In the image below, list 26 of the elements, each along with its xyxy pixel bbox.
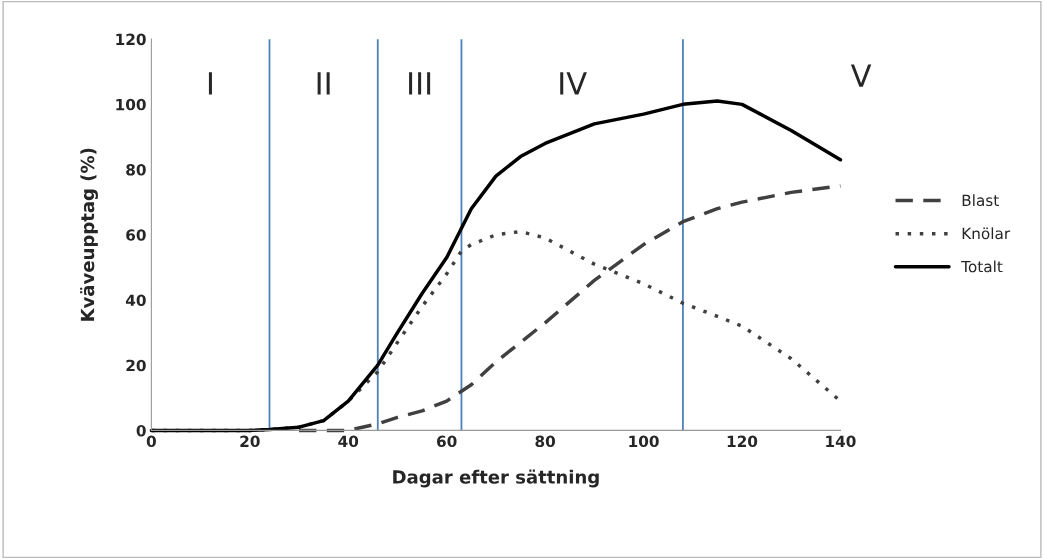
legend-label: Blast <box>962 194 999 207</box>
legend-label: Knölar <box>962 227 1011 240</box>
y-tick-label: 0 <box>136 424 146 437</box>
x-tick-label: 120 <box>727 435 758 448</box>
text: V <box>850 64 872 87</box>
x-tick-label: 140 <box>826 435 856 448</box>
annotation: III <box>409 72 431 95</box>
y-tick-label: 120 <box>116 33 146 46</box>
y-tick-label: 60 <box>126 229 146 241</box>
y-tick-label: 80 <box>126 164 146 176</box>
x-tick-label: 40 <box>338 435 359 448</box>
x-tick-label: 20 <box>240 435 260 448</box>
y-tick-label: 100 <box>116 98 146 111</box>
x-tick-label: 0 <box>146 435 156 448</box>
x-tick-label: 60 <box>437 435 457 448</box>
x-tick-label: 80 <box>535 435 556 448</box>
y-tick-label: 40 <box>125 294 146 307</box>
line-series <box>297 184 843 433</box>
y-tick-label: 20 <box>126 359 146 372</box>
x-tick-label: 100 <box>629 435 659 448</box>
annotation: II <box>317 72 330 95</box>
annotation: I <box>208 72 212 95</box>
x-axis-title: Dagar efter sättning <box>393 469 599 488</box>
annotation: IV <box>560 72 587 95</box>
y-axis-title: Kväveupptag (%) <box>80 148 98 321</box>
legend-label: Totalt <box>961 260 1003 273</box>
